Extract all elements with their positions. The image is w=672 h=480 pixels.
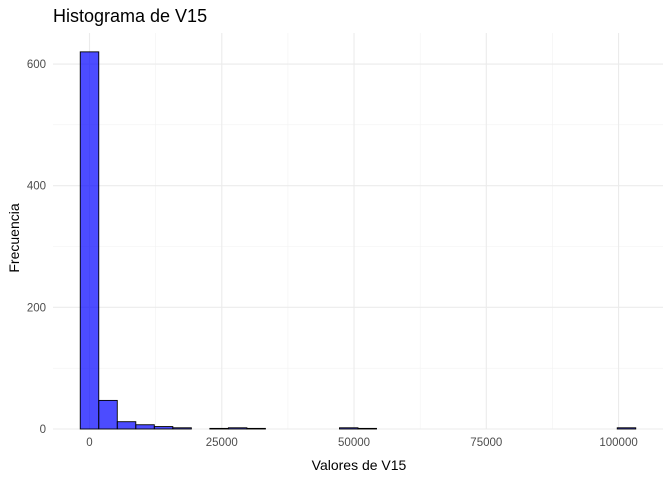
x-tick-label: 75000: [470, 437, 502, 449]
y-tick-label: 600: [27, 59, 46, 71]
histogram-bar: [246, 427, 266, 430]
histogram-bar: [116, 421, 137, 430]
x-tick-label: 25000: [206, 437, 238, 449]
histogram-bar: [79, 51, 100, 430]
y-axis-ticks: 0 200 400 600: [27, 59, 46, 436]
x-tick-label: 0: [86, 437, 92, 449]
histogram-bar: [98, 399, 118, 430]
y-axis-title: Frecuencia: [6, 203, 22, 272]
histogram-bar: [357, 427, 377, 430]
y-tick-label: 0: [40, 424, 46, 436]
x-axis-title: Valores de V15: [312, 457, 407, 473]
histogram-bars: [79, 51, 637, 430]
histogram-bar: [339, 427, 359, 430]
y-tick-label: 400: [27, 181, 46, 193]
x-tick-label: 50000: [338, 437, 370, 449]
histogram-bar: [616, 427, 637, 430]
x-tick-label: 100000: [599, 437, 637, 449]
histogram-bar: [209, 427, 229, 430]
histogram-bar: [172, 427, 192, 430]
y-tick-label: 200: [27, 302, 46, 314]
histogram-bar: [135, 424, 155, 430]
x-axis-ticks: 0 25000 50000 75000 100000: [86, 437, 637, 449]
histogram-bar: [153, 426, 174, 430]
chart-title: Histograma de V15: [53, 6, 207, 26]
histogram-bar: [227, 427, 248, 430]
